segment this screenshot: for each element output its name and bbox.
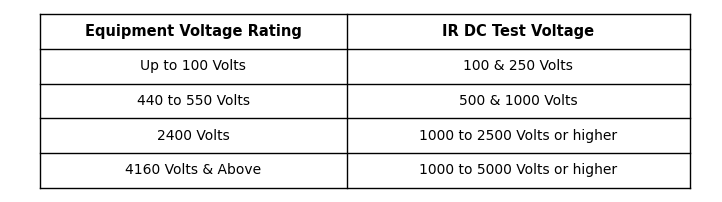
Text: 100 & 250 Volts: 100 & 250 Volts xyxy=(463,59,573,73)
Text: 500 & 1000 Volts: 500 & 1000 Volts xyxy=(458,94,578,108)
Text: Up to 100 Volts: Up to 100 Volts xyxy=(140,59,246,73)
Text: 1000 to 5000 Volts or higher: 1000 to 5000 Volts or higher xyxy=(419,163,617,178)
Text: 2400 Volts: 2400 Volts xyxy=(157,129,230,143)
Text: Equipment Voltage Rating: Equipment Voltage Rating xyxy=(84,24,302,39)
Text: 4160 Volts & Above: 4160 Volts & Above xyxy=(125,163,261,178)
Text: IR DC Test Voltage: IR DC Test Voltage xyxy=(442,24,594,39)
Text: 440 to 550 Volts: 440 to 550 Volts xyxy=(136,94,250,108)
Text: 1000 to 2500 Volts or higher: 1000 to 2500 Volts or higher xyxy=(419,129,617,143)
